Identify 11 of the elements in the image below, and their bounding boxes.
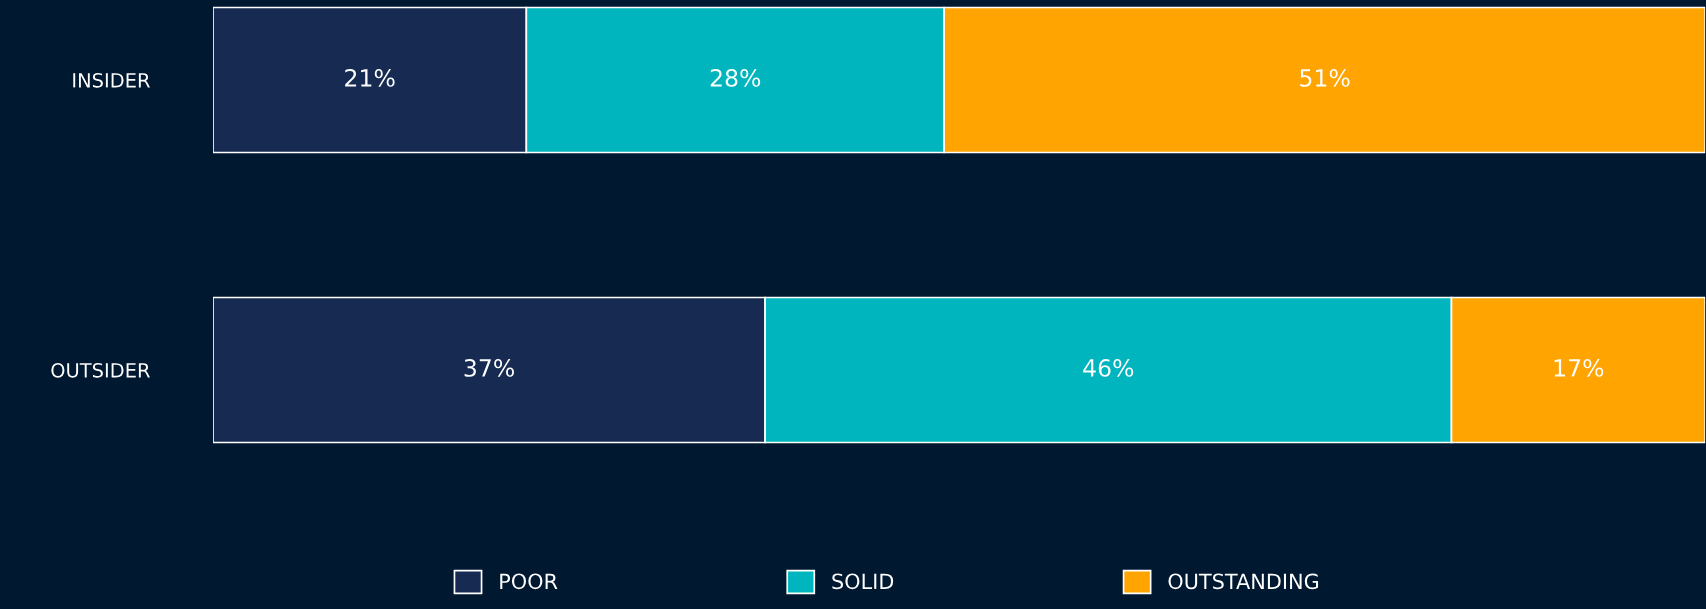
data-label: 51% (1300, 68, 1350, 87)
legend-label: OUTSTANDING (1168, 573, 1319, 590)
y-tick-label: OUTSIDER (51, 362, 150, 378)
legend-label: POOR (500, 573, 558, 590)
legend-label: SOLID (832, 573, 894, 590)
data-label: 46% (1083, 358, 1134, 377)
data-label: 21% (345, 68, 395, 87)
data-label: 28% (710, 68, 761, 87)
data-label: 37% (464, 358, 514, 377)
data-label: 17% (1554, 358, 1604, 377)
y-tick-label: INSIDER (73, 72, 150, 88)
